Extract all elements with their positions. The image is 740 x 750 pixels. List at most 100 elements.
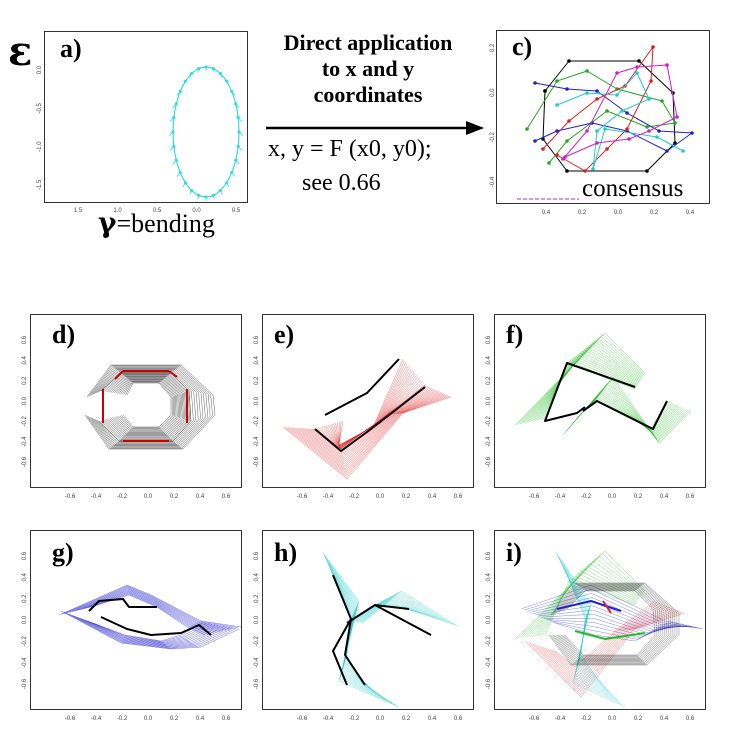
d-ytick-6: -0.6 (22, 456, 28, 467)
e-xtick-2: -0.2 (349, 494, 360, 500)
panel-i-label: i) (506, 538, 522, 567)
f-ytick-1: 0.4 (486, 356, 492, 365)
panel-g (30, 530, 242, 710)
g-ytick-0: 0.6 (22, 551, 28, 560)
i-ytick-4: -0.2 (486, 636, 492, 647)
i-ytick-6: -0.6 (486, 678, 492, 689)
i-fan-3 (554, 550, 626, 708)
gamma-symbol: γ (98, 206, 117, 239)
f-black-2 (582, 400, 668, 430)
h-xtick-5: 0.4 (428, 716, 437, 722)
d-ytick-1: 0.4 (22, 356, 28, 365)
i-xtick-0: -0.6 (529, 716, 540, 722)
panel-a-plot (168, 65, 244, 201)
direct-line-3: coordinates (313, 82, 423, 107)
direct-line-2: to x and y (321, 56, 415, 81)
g-black-1 (88, 598, 157, 612)
i-xtick-3: 0.0 (608, 716, 617, 722)
c-xtick-3: 0.2 (650, 210, 659, 216)
panel-c-label: c) (512, 32, 533, 61)
e-xtick-1: -0.4 (323, 494, 334, 500)
a-ytick-2: -1.0 (37, 141, 43, 152)
d-ytick-3: 0.0 (22, 396, 28, 405)
h-xtick-6: 0.6 (454, 716, 463, 722)
see-text: see 0.66 (302, 170, 381, 196)
f-xtick-0: -0.6 (529, 494, 540, 500)
i-xtick-5: 0.4 (660, 716, 669, 722)
panel-e-label: e) (274, 320, 295, 349)
h-ytick-3: 0.0 (254, 615, 260, 624)
a-xtick-0: 1.5 (74, 208, 83, 214)
d-xtick-0: -0.6 (65, 494, 76, 500)
e-ytick-0: 0.6 (254, 335, 260, 344)
a-ytick-1: -0.5 (37, 103, 43, 114)
h-ytick-4: -0.2 (254, 636, 260, 647)
c-xtick-4: 0.4 (686, 210, 695, 216)
d-xtick-1: -0.4 (91, 494, 102, 500)
e-ytick-3: 0.0 (254, 396, 260, 405)
panel-c (496, 30, 710, 204)
epsilon-symbol: ε (8, 28, 33, 75)
g-ytick-5: -0.4 (22, 657, 28, 668)
f-xtick-4: 0.2 (634, 494, 643, 500)
arrow-right-icon (266, 121, 484, 135)
panel-c-plot (517, 45, 694, 200)
g-xtick-2: -0.2 (117, 716, 128, 722)
f-ytick-5: -0.4 (486, 436, 492, 447)
g-black-2 (100, 616, 212, 636)
ellipse-curve (172, 66, 240, 198)
e-xtick-6: 0.6 (454, 494, 463, 500)
e-xtick-4: 0.2 (402, 494, 411, 500)
bending-text: =bending (116, 209, 215, 238)
g-xtick-1: -0.4 (91, 716, 102, 722)
d-ytick-4: -0.2 (22, 416, 28, 427)
e-fan-1 (282, 384, 452, 480)
i-fan-2 (520, 584, 704, 642)
e-ytick-5: -0.4 (254, 436, 260, 447)
i-ytick-0: 0.6 (486, 551, 492, 560)
g-ytick-1: 0.4 (22, 573, 28, 582)
a-ytick-0: 0.0 (37, 65, 43, 74)
panel-f (494, 314, 706, 488)
g-xtick-6: 0.6 (222, 716, 231, 722)
bending-caption: γ=bending (98, 206, 215, 242)
g-xtick-3: 0.0 (144, 716, 153, 722)
i-ytick-1: 0.4 (486, 573, 492, 582)
f-xtick-3: 0.0 (608, 494, 617, 500)
i-ytick-3: 0.0 (486, 615, 492, 624)
i-green-line (574, 630, 646, 640)
e-ytick-1: 0.4 (254, 356, 260, 365)
i-red-line (602, 600, 612, 614)
d-fan-inner (98, 372, 192, 442)
i-xtick-4: 0.2 (634, 716, 643, 722)
d-ytick-5: -0.4 (22, 436, 28, 447)
panel-d (30, 314, 242, 488)
i-xtick-2: -0.2 (581, 716, 592, 722)
panel-a (44, 31, 248, 203)
g-xtick-0: -0.6 (65, 716, 76, 722)
h-black-3 (374, 604, 432, 636)
e-xtick-3: 0.0 (376, 494, 385, 500)
panel-a-label: a) (60, 34, 82, 63)
g-fan-2 (60, 610, 240, 650)
ellipse-points (168, 65, 244, 201)
d-xtick-5: 0.4 (196, 494, 205, 500)
e-ytick-6: -0.6 (254, 456, 260, 467)
h-xtick-3: 0.0 (376, 716, 385, 722)
i-xtick-1: -0.4 (555, 716, 566, 722)
d-ytick-2: 0.2 (22, 376, 28, 385)
f-xtick-6: 0.6 (686, 494, 695, 500)
i-blue-line (556, 600, 622, 612)
g-xtick-4: 0.2 (170, 716, 179, 722)
f-ytick-6: -0.6 (486, 456, 492, 467)
c-xtick-1: 0.2 (578, 210, 587, 216)
d-ytick-0: 0.6 (22, 335, 28, 344)
i-ytick-5: -0.4 (486, 657, 492, 668)
h-black-1 (332, 574, 366, 686)
c-xtick-2: 0.0 (614, 210, 623, 216)
i-xtick-6: 0.6 (686, 716, 695, 722)
h-ytick-6: -0.6 (254, 678, 260, 689)
consensus-label: consensus (582, 175, 684, 202)
h-xtick-1: -0.4 (323, 716, 334, 722)
h-ytick-2: 0.2 (254, 594, 260, 603)
